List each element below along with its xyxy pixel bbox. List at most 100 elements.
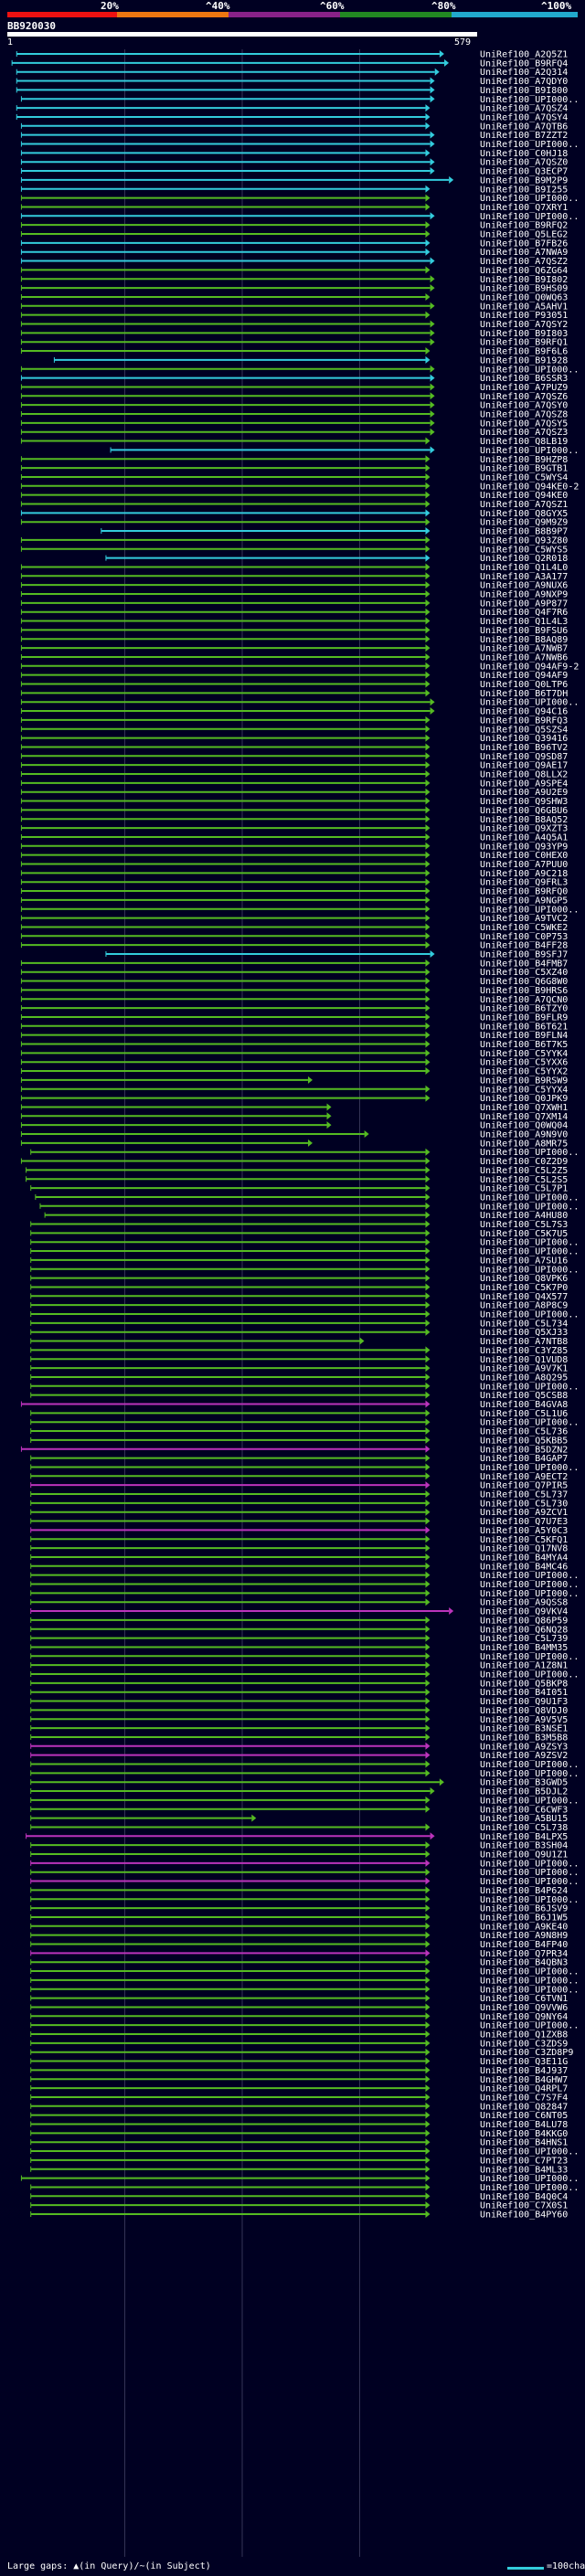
hit-label[interactable]: UniRef100_B9I803 xyxy=(480,329,568,339)
hit-row[interactable]: UniRef100_A9TVC2 xyxy=(20,914,568,924)
hit-row[interactable]: UniRef100_B96TV2 xyxy=(20,743,568,753)
hit-row[interactable]: UniRef100_Q5SZS4 xyxy=(20,725,568,735)
hit-row[interactable]: UniRef100_B9I800 xyxy=(16,86,568,96)
hit-label[interactable]: UniRef100_A5BU15 xyxy=(480,1814,568,1824)
hit-label[interactable]: UniRef100_Q39416 xyxy=(480,734,568,744)
hit-label[interactable]: UniRef100_Q8LB19 xyxy=(480,437,568,447)
hit-label[interactable]: UniRef100_C5L2Z5 xyxy=(480,1166,568,1176)
hit-label[interactable]: UniRef100_A7QTB6 xyxy=(480,122,568,132)
hit-row[interactable]: UniRef100_UPI000.. xyxy=(30,1463,580,1473)
hit-label[interactable]: UniRef100_UPI000.. xyxy=(480,1967,579,1977)
hit-row[interactable]: UniRef100_C5YYX4 xyxy=(20,1085,568,1095)
hit-label[interactable]: UniRef100_B9RFQ0 xyxy=(480,887,568,897)
hit-row[interactable]: UniRef100_Q94KE0 xyxy=(20,491,568,501)
hit-row[interactable]: UniRef100_Q2R018 xyxy=(105,554,568,564)
hit-label[interactable]: UniRef100_C6CWF3 xyxy=(480,1805,568,1815)
hit-row[interactable]: UniRef100_C0HJ18 xyxy=(20,149,568,159)
hit-label[interactable]: UniRef100_C5L734 xyxy=(480,1319,568,1329)
hit-label[interactable]: UniRef100_B9M2P9 xyxy=(480,175,568,186)
hit-row[interactable]: UniRef100_A8MR75 xyxy=(20,1139,568,1149)
hit-row[interactable]: UniRef100_A9V5V5 xyxy=(30,1715,569,1725)
hit-label[interactable]: UniRef100_C5WYS5 xyxy=(480,545,568,555)
hit-label[interactable]: UniRef100_C5YYK4 xyxy=(480,1049,568,1059)
hit-row[interactable]: UniRef100_B7ZZT2 xyxy=(20,131,568,141)
hit-label[interactable]: UniRef100_A9SPE4 xyxy=(480,779,568,789)
hit-row[interactable]: UniRef100_A5AHV1 xyxy=(20,302,568,312)
hit-row[interactable]: UniRef100_A4HU80 xyxy=(44,1211,568,1221)
hit-label[interactable]: UniRef100_A3A177 xyxy=(480,572,568,582)
hit-label[interactable]: UniRef100_UPI000.. xyxy=(480,1796,579,1806)
hit-label[interactable]: UniRef100_A7QCN0 xyxy=(480,995,568,1005)
hit-label[interactable]: UniRef100_C5L1U6 xyxy=(480,1409,568,1419)
hit-row[interactable]: UniRef100_B9F6L6 xyxy=(20,347,568,357)
hit-row[interactable]: UniRef100_B9FLR9 xyxy=(20,1012,568,1023)
hit-row[interactable]: UniRef100_Q5LEG2 xyxy=(20,230,568,240)
hit-row[interactable]: UniRef100_UPI000.. xyxy=(30,2021,580,2031)
hit-label[interactable]: UniRef100_Q7XM14 xyxy=(480,1112,568,1122)
hit-label[interactable]: UniRef100_B5DJL2 xyxy=(480,1787,568,1797)
hit-row[interactable]: UniRef100_A9KE40 xyxy=(30,1922,569,1932)
hit-label[interactable]: UniRef100_B9HZP8 xyxy=(480,455,568,465)
hit-label[interactable]: UniRef100_A7NWB6 xyxy=(480,652,568,663)
hit-row[interactable]: UniRef100_Q9SD87 xyxy=(20,752,568,762)
hit-label[interactable]: UniRef100_Q9SD87 xyxy=(480,752,568,762)
hit-label[interactable]: UniRef100_UPI000.. xyxy=(480,1193,579,1203)
hit-row[interactable]: UniRef100_B9HZP8 xyxy=(20,455,568,465)
hit-row[interactable]: UniRef100_A5Y0C3 xyxy=(30,1526,569,1536)
hit-row[interactable]: UniRef100_A7QSY4 xyxy=(16,112,568,122)
hit-label[interactable]: UniRef100_Q9M9Z9 xyxy=(480,518,568,528)
hit-row[interactable]: UniRef100_A3A177 xyxy=(20,572,568,582)
hit-row[interactable]: UniRef100_B9FSU6 xyxy=(20,626,568,636)
hit-label[interactable]: UniRef100_A9NXP9 xyxy=(480,590,568,600)
hit-label[interactable]: UniRef100_A7QSZ0 xyxy=(480,158,568,168)
hit-row[interactable]: UniRef100_A7QSZ4 xyxy=(16,104,568,114)
hit-row[interactable]: UniRef100_Q6ZG64 xyxy=(20,266,568,276)
hit-label[interactable]: UniRef100_C5K7P0 xyxy=(480,1283,568,1293)
hit-label[interactable]: UniRef100_Q94KE0 xyxy=(480,491,568,501)
hit-row[interactable]: UniRef100_A9QSS8 xyxy=(30,1598,569,1608)
hit-row[interactable]: UniRef100_B3GWD5 xyxy=(30,1778,569,1788)
hit-label[interactable]: UniRef100_Q2R018 xyxy=(480,554,568,564)
hit-label[interactable]: UniRef100_B9I800 xyxy=(480,86,568,96)
hit-row[interactable]: UniRef100_A7QTB6 xyxy=(20,122,568,132)
hit-label[interactable]: UniRef100_A7QSZ3 xyxy=(480,428,568,438)
hit-row[interactable]: UniRef100_A9C218 xyxy=(20,869,568,879)
hit-row[interactable]: UniRef100_Q0JPK9 xyxy=(20,1094,568,1104)
hit-label[interactable]: UniRef100_Q8GYX5 xyxy=(480,509,568,519)
hit-label[interactable]: UniRef100_A7PUZ9 xyxy=(480,383,568,393)
hit-row[interactable]: UniRef100_Q0WQ63 xyxy=(20,292,568,302)
hit-label[interactable]: UniRef100_Q94AF9-2 xyxy=(480,662,579,672)
hit-label[interactable]: UniRef100_B96TV2 xyxy=(480,743,568,753)
hit-label[interactable]: UniRef100_A7NTB8 xyxy=(480,1337,568,1347)
hit-label[interactable]: UniRef100_B3GWD5 xyxy=(480,1778,568,1788)
hit-label[interactable]: UniRef100_B9RFQ1 xyxy=(480,338,568,348)
hit-label[interactable]: UniRef100_A9NGP5 xyxy=(480,896,568,906)
hit-row[interactable]: UniRef100_Q94AF9-2 xyxy=(20,662,579,672)
hit-label[interactable]: UniRef100_C5KFQ1 xyxy=(480,1535,568,1545)
hit-label[interactable]: UniRef100_A9KE40 xyxy=(480,1922,568,1932)
hit-label[interactable]: UniRef100_UPI000.. xyxy=(480,212,579,222)
hit-row[interactable]: UniRef100_A9ZSV2 xyxy=(30,1751,569,1761)
hit-label[interactable]: UniRef100_A7QSY2 xyxy=(480,320,568,330)
hit-label[interactable]: UniRef100_Q1L4L0 xyxy=(480,563,568,573)
hit-row[interactable]: UniRef100_B9RFQ3 xyxy=(20,716,568,726)
hit-row[interactable]: UniRef100_B9FLN4 xyxy=(20,1031,568,1041)
hit-label[interactable]: UniRef100_A9ECT2 xyxy=(480,1472,568,1482)
hit-row[interactable]: UniRef100_A8P8C9 xyxy=(30,1301,569,1311)
hit-label[interactable]: UniRef100_Q0JPK9 xyxy=(480,1094,568,1104)
hit-row[interactable]: UniRef100_UPI000.. xyxy=(30,1310,580,1320)
hit-label[interactable]: UniRef100_A4Q5A1 xyxy=(480,832,568,843)
hit-row[interactable]: UniRef100_Q0LTP6 xyxy=(20,680,568,690)
hit-row[interactable]: UniRef100_A5BU15 xyxy=(30,1814,569,1824)
hit-label[interactable]: UniRef100_B9FLR9 xyxy=(480,1012,568,1023)
hit-label[interactable]: UniRef100_Q4RPL7 xyxy=(480,2084,568,2094)
hit-label[interactable]: UniRef100_B4QBN3 xyxy=(480,1958,568,1968)
hit-row[interactable]: UniRef100_B5DZN2 xyxy=(20,1445,568,1455)
hit-label[interactable]: UniRef100_UPI000.. xyxy=(480,1382,579,1392)
hit-row[interactable]: UniRef100_A9NXP9 xyxy=(20,590,568,600)
hit-row[interactable]: UniRef100_A7PUZ9 xyxy=(20,383,568,393)
hit-row[interactable]: UniRef100_C5L734 xyxy=(30,1319,569,1329)
hit-label[interactable]: UniRef100_Q93Z80 xyxy=(480,535,568,546)
hit-row[interactable]: UniRef100_C3YZ85 xyxy=(30,1346,569,1356)
hit-row[interactable]: UniRef100_UPI000.. xyxy=(20,365,579,375)
